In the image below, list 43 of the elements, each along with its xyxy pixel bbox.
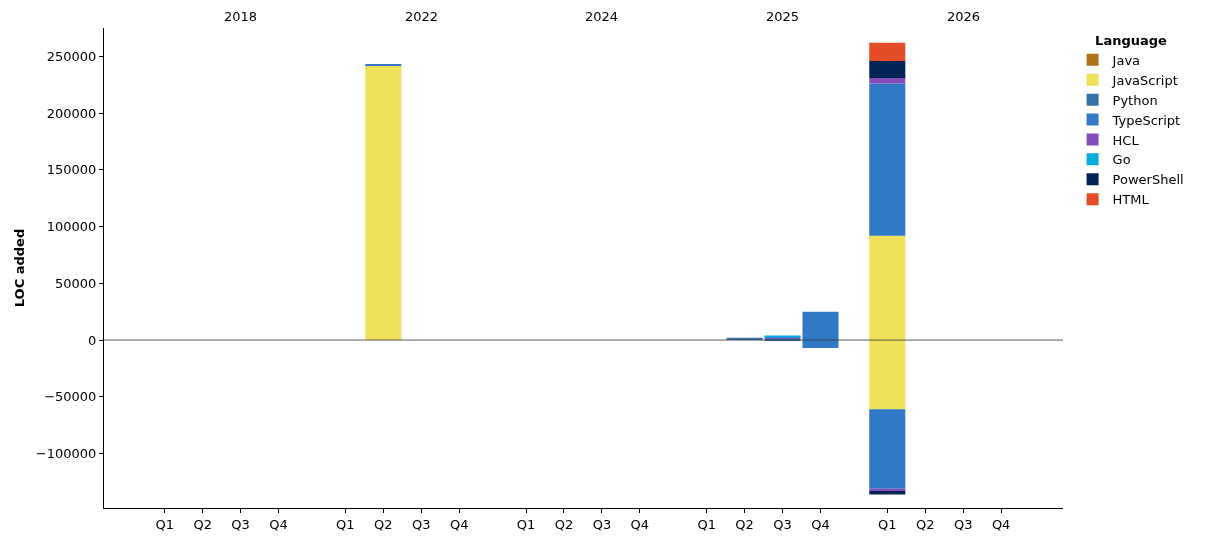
x-tick-label: Q1 — [155, 516, 174, 532]
legend-label: Python — [1112, 92, 1158, 108]
x-tick-label: Q2 — [374, 516, 393, 532]
text: 2025 — [766, 9, 800, 24]
x-tick-label: Q2 — [193, 516, 212, 532]
x-tick-label: Q3 — [592, 516, 612, 532]
y-tick-label: 200000 — [46, 105, 97, 121]
legend-label: HTML — [1112, 192, 1150, 208]
x-tick-label: Q4 — [269, 516, 288, 532]
x-tick-label: Q1 — [878, 516, 897, 532]
x-tick-label: Q4 — [449, 516, 469, 532]
text: 2018 — [224, 9, 258, 24]
x-tick-label: Q2 — [735, 516, 754, 532]
legend-label: Go — [1112, 152, 1131, 168]
y-tick-label: 250000 — [46, 48, 97, 64]
y-tick-label: 50000 — [55, 275, 97, 291]
x-tick-label: Q4 — [811, 516, 830, 532]
y-tick-label: 100000 — [46, 219, 97, 235]
legend-label: TypeScript — [1111, 112, 1181, 128]
x-tick-label: Q3 — [953, 516, 973, 532]
x-tick-label: Q3 — [773, 516, 792, 532]
x-tick-label: Q4 — [991, 516, 1011, 532]
legend-title: Language — [1095, 32, 1168, 48]
legend-label: HCL — [1112, 132, 1140, 148]
y-tick-label: 150000 — [46, 162, 97, 178]
x-tick-label: Q1 — [697, 516, 716, 532]
text: 2024 — [585, 9, 619, 24]
legend-label: JavaScript — [1111, 72, 1178, 88]
x-tick-label: Q1 — [336, 516, 355, 532]
x-tick-label: Q2 — [554, 516, 574, 532]
legend-label: Java — [1111, 52, 1141, 68]
y-tick-label: −100000 — [35, 446, 97, 462]
text: 2022 — [405, 9, 439, 24]
x-tick-label: Q3 — [231, 516, 250, 532]
y-axis-title: LOC added — [11, 228, 27, 308]
text: 2026 — [947, 9, 981, 24]
x-tick-label: Q1 — [516, 516, 536, 532]
x-tick-label: Q2 — [915, 516, 935, 532]
legend-label: PowerShell — [1112, 172, 1184, 188]
x-tick-label: Q4 — [630, 516, 650, 532]
x-tick-label: Q3 — [412, 516, 431, 532]
y-tick-label: 0 — [88, 332, 97, 348]
y-tick-label: −50000 — [44, 389, 97, 405]
